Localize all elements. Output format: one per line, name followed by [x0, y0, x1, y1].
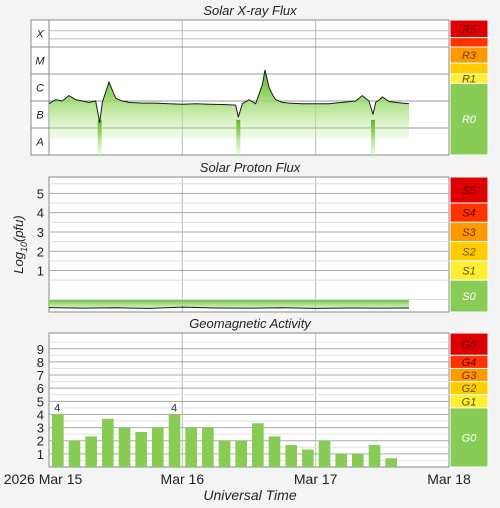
geomagnetic-scale-segment: [449, 407, 489, 468]
y-axis-label-part: Log: [11, 251, 26, 273]
class-box: [30, 19, 50, 48]
y-tick-label: 4: [37, 206, 44, 221]
solar-radiation-scale-label: S3: [462, 227, 476, 239]
y-tick-label: 1: [37, 264, 44, 279]
geomagnetic-scale-label: G1: [462, 396, 477, 408]
class-label: M: [35, 56, 45, 68]
x-tick-label: 2026 Mar 15: [4, 471, 83, 487]
x-tick-label: Mar 16: [161, 471, 205, 487]
y-tick-label: 3: [37, 421, 44, 436]
y-axis-label: Log10(pfu): [11, 215, 29, 273]
y-tick-label: 8: [37, 355, 44, 370]
solar-radiation-scale-label: S5: [462, 185, 476, 197]
xray-dip-fill: [371, 119, 375, 158]
geomagnetic-scale-label: G3: [462, 370, 478, 382]
y-tick-label: 5: [37, 186, 44, 201]
x-tick-label: Mar 18: [427, 471, 471, 487]
kp-bar: [85, 436, 97, 467]
y-tick-label: 2: [37, 434, 44, 449]
y-tick-label: 2: [37, 244, 44, 259]
xray-fill-area: [49, 69, 409, 139]
class-label: A: [35, 137, 43, 149]
x-axis-label: Universal Time: [203, 487, 296, 503]
y-tick-label: 4: [37, 407, 44, 422]
kp-bar: [168, 414, 181, 467]
chart-title: Geomagnetic Activity: [189, 316, 312, 331]
y-axis-label-subscript: 10: [19, 242, 29, 252]
solar-radiation-scale-label: S0: [462, 291, 476, 303]
solar-radiation-scale-label: S2: [462, 246, 475, 258]
kp-annotation: 4: [54, 402, 60, 414]
radio-scale-label: R3: [462, 50, 477, 62]
radio-scale-segment: [449, 82, 489, 156]
kp-bar: [152, 427, 164, 467]
kp-bar: [302, 449, 314, 467]
kp-annotation: 4: [171, 402, 177, 414]
kp-bar: [352, 453, 364, 467]
proton-fill-area: [49, 300, 409, 309]
class-label: X: [35, 29, 44, 41]
solar-radiation-scale-segment: [449, 279, 489, 313]
radio-scale-segment: [449, 62, 489, 75]
solar-radiation-scale-label: S4: [462, 208, 475, 220]
x-tick-label: Mar 17: [294, 471, 338, 487]
radio-scale-segment: [449, 37, 489, 48]
plot-area: [48, 176, 450, 313]
radio-scale-label: R1: [462, 74, 476, 86]
xray-dip-fill: [97, 119, 102, 158]
kp-bar: [218, 440, 231, 467]
chart-title: Solar X-ray Flux: [203, 3, 297, 18]
kp-bar: [102, 418, 114, 467]
xray-dip-fill: [236, 119, 241, 158]
geomagnetic-scale-label: G0: [462, 432, 478, 444]
y-tick-label: 6: [37, 381, 44, 396]
kp-bar: [252, 423, 264, 467]
proton-line: [48, 306, 410, 309]
xray-line: [48, 69, 410, 123]
solar-radiation-scale-label: S1: [462, 266, 475, 278]
kp-bar: [335, 453, 347, 467]
y-axis-label-part: (pfu): [11, 215, 26, 242]
y-tick-label: 5: [37, 394, 44, 409]
kp-bar: [118, 427, 131, 467]
kp-bar: [318, 440, 331, 467]
kp-bar: [202, 427, 214, 467]
kp-bar: [368, 445, 381, 467]
kp-bar: [68, 440, 81, 467]
class-label: B: [36, 110, 43, 122]
geomagnetic-scale-label: G2: [462, 383, 477, 395]
solar-radiation-scale-segment: [449, 176, 489, 204]
geomagnetic-scale-label: G5: [462, 339, 478, 351]
y-tick-label: 9: [37, 342, 44, 357]
kp-bar: [235, 440, 247, 467]
y-tick-label: 1: [37, 447, 44, 462]
y-tick-label: 7: [37, 368, 44, 383]
kp-bar: [135, 431, 147, 467]
kp-bar: [385, 458, 397, 467]
geomagnetic-scale-label: G4: [462, 357, 477, 369]
kp-bar: [52, 414, 64, 467]
y-tick-label: 3: [37, 225, 44, 240]
radio-scale-label: R0: [462, 114, 477, 126]
kp-bar: [185, 427, 197, 467]
chart-title: Solar Proton Flux: [200, 160, 301, 175]
kp-bar: [285, 445, 297, 467]
kp-bar: [268, 436, 281, 467]
class-label: C: [36, 83, 44, 95]
radio-scale-label: R5: [462, 24, 477, 36]
